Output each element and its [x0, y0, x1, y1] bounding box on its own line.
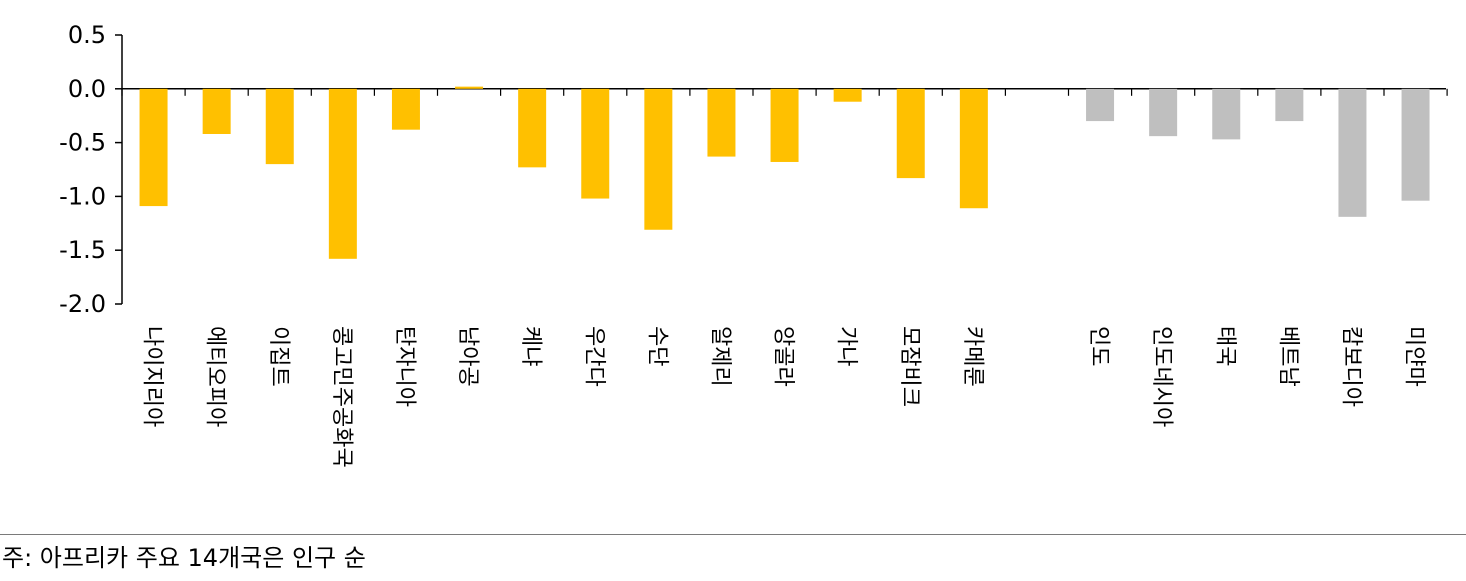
y-tick-label: -1.0 — [59, 182, 106, 210]
bar-카메룬 — [959, 88, 988, 209]
category-label: 모잠비크 — [897, 326, 922, 407]
bar-chart: 0.5 0.0 -0.5 -1.0 -1.5 -2.0 나이지리아 에티오피아 이집트 콩고민주공… — [59, 21, 1448, 468]
bar-알제리 — [707, 88, 736, 157]
category-label: 우간다 — [581, 326, 606, 387]
category-label: 인도네시아 — [1149, 326, 1174, 427]
category-label: 카메룬 — [960, 326, 985, 387]
category-label: 에티오피아 — [203, 326, 228, 427]
bar-모잠비크 — [896, 88, 925, 179]
bar-가나 — [833, 88, 862, 102]
category-label: 수단 — [644, 326, 669, 366]
y-tick-label: 0.0 — [68, 75, 106, 103]
bar-남아공 — [455, 86, 484, 89]
y-tick-label: -2.0 — [59, 290, 106, 318]
footnote: 주: 아프리카 주요 14개국은 인구 순 — [2, 544, 366, 572]
category-label: 이집트 — [266, 326, 291, 387]
bar-에티오피아 — [202, 88, 231, 134]
category-label: 인도 — [1086, 326, 1111, 366]
y-tick-label: 0.5 — [68, 21, 106, 49]
bar-인도 — [1086, 88, 1115, 122]
category-label: 베트남 — [1275, 326, 1300, 387]
bar-케냐 — [518, 88, 547, 168]
bar-탄자니아 — [391, 88, 420, 130]
category-label: 콩고민주공화국 — [329, 326, 354, 468]
y-tick-label: -1.5 — [59, 236, 106, 264]
category-label: 캄보디아 — [1338, 326, 1363, 407]
category-label: 앙골라 — [771, 326, 796, 387]
category-label: 케냐 — [518, 326, 543, 366]
category-label: 알제리 — [707, 326, 732, 387]
bar-이집트 — [265, 88, 294, 165]
category-label: 나이지리아 — [140, 326, 165, 427]
category-label: 탄자니아 — [392, 326, 417, 407]
bar-인도네시아 — [1149, 88, 1178, 137]
bar-캄보디아 — [1338, 88, 1367, 217]
bar-콩고민주공화국 — [328, 88, 357, 259]
category-label: 태국 — [1212, 326, 1237, 366]
category-label: 남아공 — [455, 326, 480, 387]
bar-베트남 — [1275, 88, 1304, 122]
bar-앙골라 — [770, 88, 799, 162]
y-tick-label: -0.5 — [59, 129, 106, 157]
bar-나이지리아 — [139, 88, 168, 207]
bar-미얀마 — [1401, 88, 1430, 201]
bar-우간다 — [581, 88, 610, 199]
category-label: 미얀마 — [1402, 326, 1427, 387]
bar-수단 — [644, 88, 673, 230]
bar-태국 — [1212, 88, 1241, 140]
footnote-divider — [0, 534, 1466, 535]
category-label: 가나 — [834, 326, 859, 366]
